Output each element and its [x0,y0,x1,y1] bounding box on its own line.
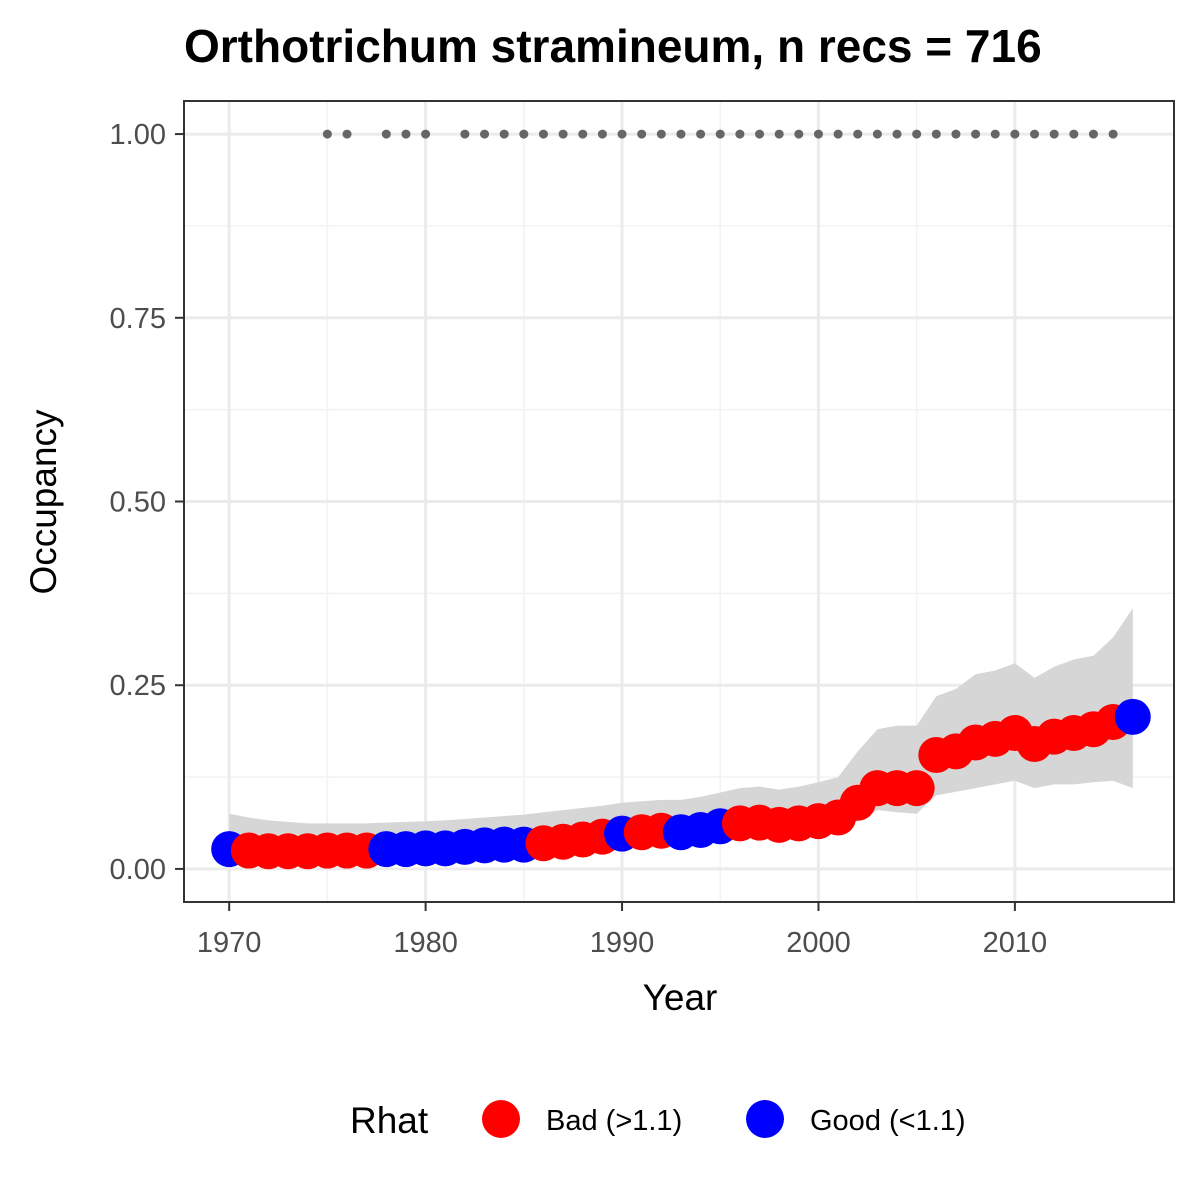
record-year-dot [322,129,332,139]
record-year-dot [931,129,941,139]
record-year-dot [1030,129,1040,139]
y-tick-label: 1.00 [110,119,166,151]
y-tick-label: 0.25 [110,670,166,702]
record-year-dot [755,129,765,139]
record-year-dot [696,129,706,139]
record-year-dot [951,129,961,139]
legend-swatch-good [746,1100,784,1138]
x-tick-label: 1970 [197,927,262,959]
record-year-dot [597,129,607,139]
record-year-dot [499,129,509,139]
record-year-dot [480,129,490,139]
record-year-dot [519,129,529,139]
plot-panel: 1970 1980 1990 2000 2010 0.00 0.25 0.50 0.75 1.00 [110,100,1175,959]
legend-label-good: Good (<1.1) [810,1105,966,1137]
occupancy-point [1114,698,1151,735]
record-year-dot [794,129,804,139]
legend: Rhat Bad (>1.1) Good (<1.1) [350,1100,966,1141]
record-year-dot [401,129,411,139]
record-year-dot [656,129,666,139]
y-axis-title: Occupancy [23,409,64,595]
record-year-dot [774,129,784,139]
y-tick-label: 0.50 [110,487,166,519]
y-tick-label: 0.00 [110,854,166,886]
record-year-dot [715,129,725,139]
record-year-dot [1088,129,1098,139]
occupancy-point [898,770,935,807]
chart-title: Orthotrichum stramineum, n recs = 716 [184,20,1042,72]
record-year-dot [813,129,823,139]
record-year-dot [460,129,470,139]
x-tick-label: 1980 [393,927,458,959]
x-axis-title: Year [643,977,718,1018]
record-year-dot [637,129,647,139]
record-year-dot [617,129,627,139]
record-year-dot [1108,129,1118,139]
record-year-dot [1010,129,1020,139]
record-year-dot [833,129,843,139]
record-year-dot [853,129,863,139]
y-tick-label: 0.75 [110,303,166,335]
record-year-dot [872,129,882,139]
record-year-dot [676,129,686,139]
legend-label-bad: Bad (>1.1) [546,1105,682,1137]
record-year-dot [578,129,588,139]
record-year-dot [421,129,431,139]
record-year-dot [892,129,902,139]
record-year-dot [1049,129,1059,139]
record-year-dot [971,129,981,139]
record-year-dot [1069,129,1079,139]
record-year-dot [538,129,548,139]
x-tick-label: 1990 [590,927,655,959]
record-year-dot [342,129,352,139]
record-year-dot [735,129,745,139]
x-tick-label: 2000 [786,927,851,959]
record-year-dot [381,129,391,139]
record-year-dot [990,129,1000,139]
x-tick-label: 2010 [983,927,1048,959]
legend-title: Rhat [350,1100,429,1141]
record-year-dot [912,129,922,139]
record-year-dot [558,129,568,139]
legend-swatch-bad [482,1100,520,1138]
